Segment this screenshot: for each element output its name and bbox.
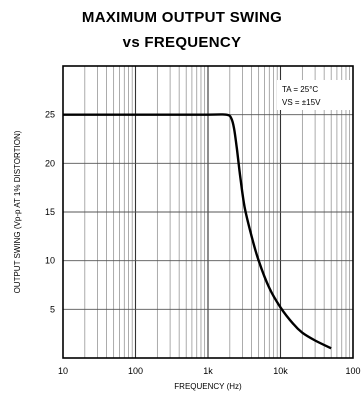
- y-tick-labels: 5 10 15 20 25: [45, 110, 55, 315]
- annotation-temperature: TA = 25°C: [282, 85, 318, 94]
- y-tick-label: 25: [45, 110, 55, 120]
- annotation-supply: VS = ±15V: [282, 98, 321, 107]
- x-tick-label: 100: [345, 366, 360, 376]
- x-tick-label: 1k: [203, 366, 213, 376]
- chart-title-line1: MAXIMUM OUTPUT SWING: [81, 9, 283, 26]
- x-tick-label: 10: [58, 366, 68, 376]
- x-tick-labels: 10 100 1k 10k 100: [58, 366, 361, 376]
- y-tick-label: 20: [45, 158, 55, 168]
- y-axis-label: OUTPUT SWING (Vp-p AT 1% DISTORTION): [13, 130, 22, 293]
- plot-frame: [62, 65, 354, 359]
- x-tick-label: 100: [128, 366, 143, 376]
- series-line: [63, 113, 332, 350]
- chart-title-line2: vs FREQUENCY: [122, 34, 242, 51]
- annotation-background: [277, 80, 351, 110]
- y-tick-label: 10: [45, 256, 55, 266]
- y-tick-label: 15: [45, 207, 55, 217]
- x-tick-label: 10k: [273, 366, 288, 376]
- annotation-box: TA = 25°C VS = ±15V: [277, 80, 351, 110]
- y-tick-label: 5: [50, 304, 55, 314]
- x-axis-label: FREQUENCY (Hz): [174, 382, 242, 391]
